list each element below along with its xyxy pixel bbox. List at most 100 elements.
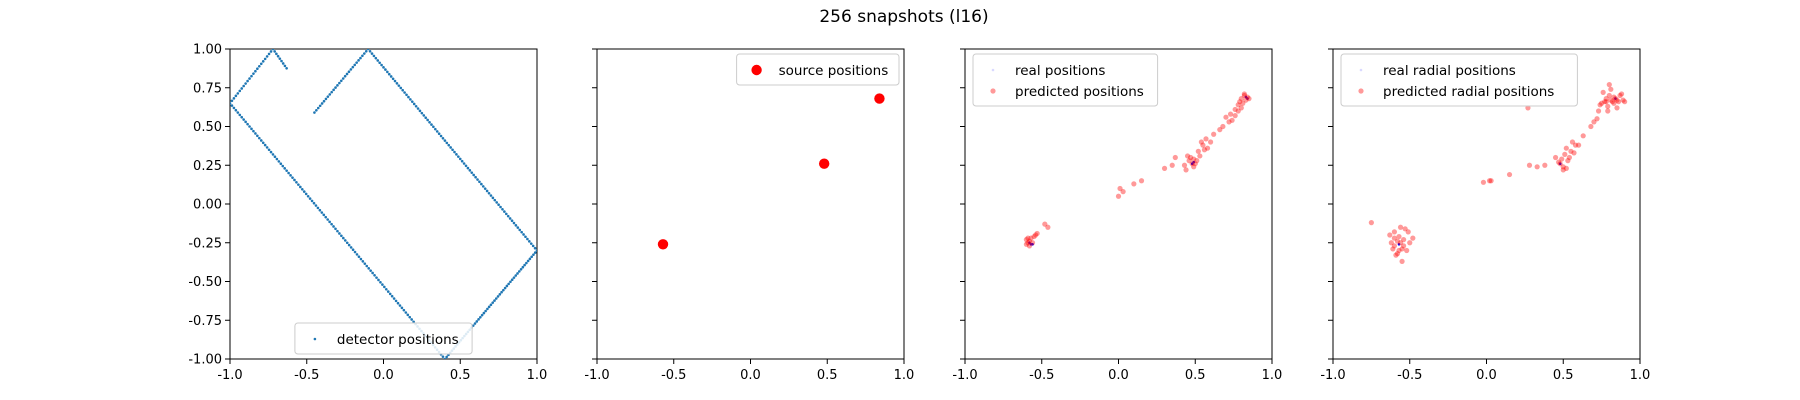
data-point <box>393 79 397 83</box>
data-point <box>1597 102 1603 108</box>
data-point <box>380 63 383 67</box>
data-point <box>1488 178 1494 184</box>
data-point <box>516 226 520 229</box>
x-tick-label: 0.5 <box>450 368 471 383</box>
data-point <box>273 155 277 159</box>
data-point <box>521 265 525 269</box>
legend-label: predicted positions <box>1015 84 1144 100</box>
y-tick-label: 0.50 <box>193 120 222 135</box>
x-tick-label: 0.0 <box>740 368 761 383</box>
data-point <box>389 75 393 78</box>
data-point <box>371 271 374 275</box>
data-point <box>1191 156 1197 162</box>
y-tick-label: -0.75 <box>188 314 222 329</box>
data-point <box>1227 111 1234 117</box>
data-point <box>269 150 273 154</box>
data-point <box>498 293 502 296</box>
data-point <box>1394 251 1401 257</box>
data-point <box>476 178 479 181</box>
data-point <box>338 81 341 85</box>
data-point <box>377 278 380 282</box>
data-point <box>297 183 300 186</box>
data-point <box>1188 154 1194 161</box>
data-point <box>1161 165 1168 171</box>
data-point <box>512 221 516 225</box>
data-point <box>443 139 447 142</box>
x-tick-label: -0.5 <box>661 368 686 383</box>
data-point <box>1566 154 1572 161</box>
x-tick-label: -1.0 <box>217 368 242 383</box>
data-point <box>1410 235 1416 241</box>
x-tick-label: 1.0 <box>1630 368 1651 383</box>
data-point <box>387 72 391 76</box>
data-point <box>250 127 253 131</box>
data-point <box>1576 142 1582 148</box>
data-point <box>477 318 480 321</box>
data-point <box>1172 154 1178 161</box>
data-point <box>1235 108 1241 114</box>
data-point <box>302 190 306 193</box>
data-point <box>503 210 506 213</box>
data-point <box>487 191 491 195</box>
data-point <box>518 228 522 232</box>
data-point <box>1031 233 1037 240</box>
data-point <box>240 87 244 90</box>
data-point <box>1609 99 1615 105</box>
data-point <box>525 261 528 265</box>
data-point <box>318 104 322 108</box>
data-point <box>1397 224 1404 230</box>
data-point <box>349 68 353 71</box>
data-point <box>519 267 523 271</box>
data-point <box>374 56 378 60</box>
data-point <box>493 299 496 302</box>
data-point <box>357 255 361 258</box>
x-tick-label: 0.5 <box>1553 368 1574 383</box>
data-point <box>1397 243 1401 246</box>
data-point <box>383 285 386 289</box>
data-point <box>244 120 247 124</box>
legend-box <box>1340 53 1578 107</box>
data-point <box>306 194 310 198</box>
data-point <box>322 99 326 103</box>
data-point <box>361 54 364 58</box>
data-point <box>1186 158 1192 164</box>
data-point <box>493 198 497 202</box>
data-point <box>445 355 448 359</box>
data-point <box>486 307 489 311</box>
data-point <box>238 113 242 117</box>
data-point <box>1246 96 1252 102</box>
data-point <box>1023 241 1029 247</box>
data-point <box>1388 240 1394 246</box>
data-point <box>1588 123 1594 130</box>
data-point <box>482 311 486 315</box>
data-point <box>378 61 381 65</box>
data-point <box>326 95 330 98</box>
data-point <box>1244 94 1251 100</box>
data-point <box>1117 185 1123 192</box>
data-point <box>1565 158 1571 164</box>
chart-panel-1: -1.0 -0.5 0.0 0.5 1.0 -1.00 -0.75 -0.50 -0.25 0.0… <box>188 43 547 384</box>
data-point <box>256 134 259 138</box>
data-point <box>404 311 408 314</box>
data-point <box>338 232 341 235</box>
data-point <box>1226 119 1232 125</box>
data-point <box>528 257 532 261</box>
data-point <box>441 137 445 140</box>
data-point <box>269 50 273 53</box>
data-point <box>353 250 357 254</box>
data-point <box>510 219 514 223</box>
data-point <box>1615 99 1622 105</box>
x-tick-label: -0.5 <box>294 368 319 383</box>
data-point <box>491 196 495 200</box>
data-point <box>379 280 382 284</box>
data-point <box>279 162 283 165</box>
data-point <box>259 139 263 142</box>
data-point <box>460 159 464 163</box>
data-point <box>285 66 288 70</box>
legend-label: predicted radial positions <box>1383 84 1554 100</box>
data-point <box>1486 178 1493 184</box>
data-point <box>386 290 390 293</box>
data-point <box>473 322 477 325</box>
data-point <box>336 84 339 87</box>
data-point <box>336 229 339 233</box>
